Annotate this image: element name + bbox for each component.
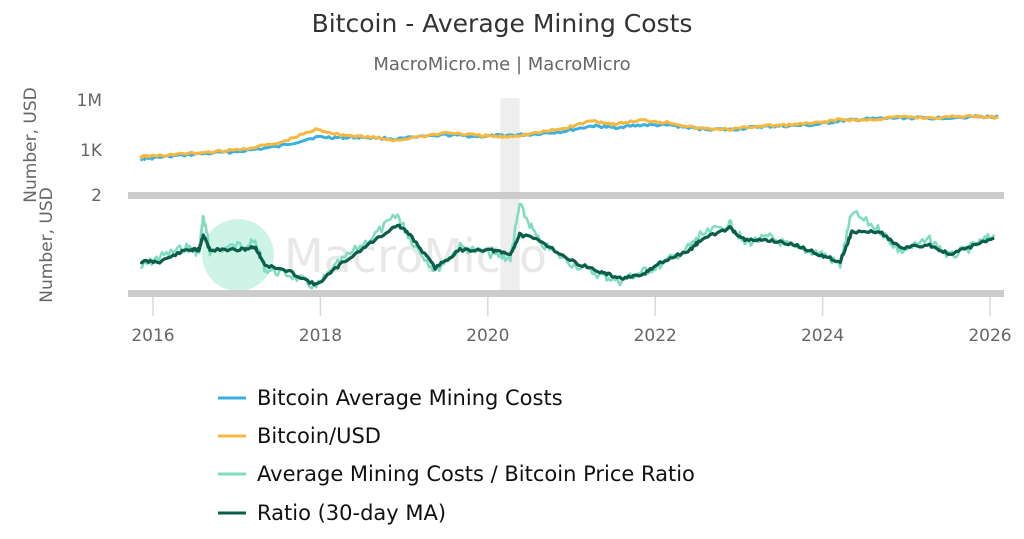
legend-item-btc-usd[interactable]: Bitcoin/USD bbox=[218, 424, 381, 448]
mining-cost-line bbox=[140, 114, 999, 162]
watermark-logo-icon bbox=[202, 219, 274, 291]
x-tick-label: 2024 bbox=[801, 326, 844, 346]
y-title-line: Number, USD bbox=[21, 87, 41, 202]
chart-title: Bitcoin - Average Mining Costs bbox=[312, 9, 693, 38]
x-tick-label: 2026 bbox=[968, 326, 1011, 346]
bottom-y-axis-title: Number, USD bbox=[37, 187, 57, 302]
panel-divider bbox=[128, 192, 1004, 199]
legend-item-ratio-ma[interactable]: Ratio (30-day MA) bbox=[218, 501, 446, 525]
bottom-axis-band bbox=[128, 290, 1004, 297]
x-tick-label: 2022 bbox=[634, 326, 677, 346]
legend-label: Ratio (30-day MA) bbox=[257, 501, 446, 525]
x-tick-label: 2020 bbox=[466, 326, 509, 346]
legend-item-ratio[interactable]: Average Mining Costs / Bitcoin Price Rat… bbox=[218, 462, 695, 486]
y-tick-label: 1M bbox=[77, 91, 102, 111]
x-tick-label: 2016 bbox=[131, 326, 174, 346]
y-tick-label: 1K bbox=[80, 141, 103, 161]
ratio-ma-line bbox=[139, 223, 995, 287]
legend: Bitcoin Average Mining Costs Bitcoin/USD… bbox=[218, 386, 695, 525]
legend-label: Bitcoin/USD bbox=[257, 424, 381, 448]
chart-subtitle: MacroMicro.me | MacroMicro bbox=[373, 54, 630, 75]
x-tick-label: 2018 bbox=[299, 326, 342, 346]
legend-label: Average Mining Costs / Bitcoin Price Rat… bbox=[257, 462, 695, 486]
y-tick-label: 2 bbox=[91, 186, 102, 206]
btc-price-line bbox=[139, 113, 999, 159]
legend-label: Bitcoin Average Mining Costs bbox=[257, 386, 563, 410]
top-y-axis-title: Number, USD bbox=[21, 87, 41, 202]
legend-item-mining-costs[interactable]: Bitcoin Average Mining Costs bbox=[218, 386, 563, 410]
